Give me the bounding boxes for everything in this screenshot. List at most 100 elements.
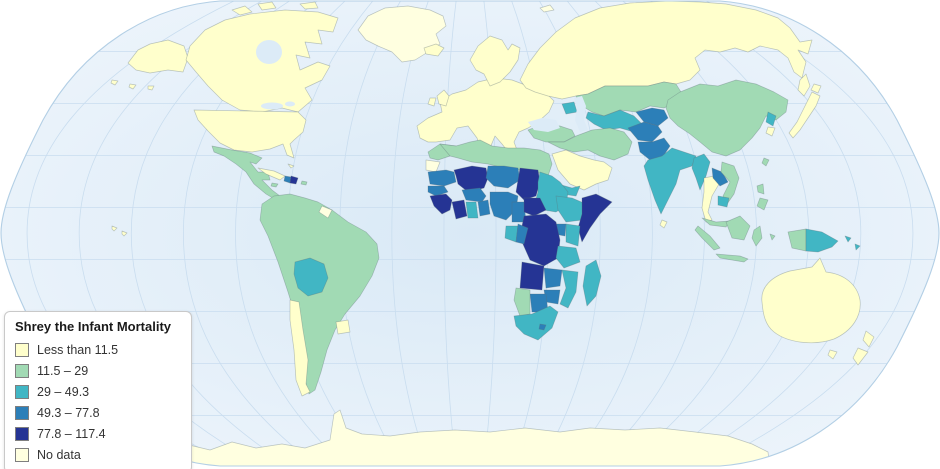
region-sri-lanka[interactable] xyxy=(659,219,668,229)
region-new-zealand[interactable] xyxy=(852,347,869,366)
region-south-africa[interactable] xyxy=(513,305,559,341)
region-iran-iraq-syria[interactable] xyxy=(547,127,633,161)
region-uk[interactable] xyxy=(436,89,450,107)
legend-item: 29 – 49.3 xyxy=(15,382,181,402)
region-arctic-islands[interactable] xyxy=(231,5,253,16)
region-maluku[interactable] xyxy=(769,233,776,241)
legend-swatch xyxy=(15,448,29,462)
legend-label: 29 – 49.3 xyxy=(37,385,90,399)
region-tasmania[interactable] xyxy=(827,349,838,360)
region-chad[interactable] xyxy=(515,167,541,201)
region-french-guiana[interactable] xyxy=(318,205,333,219)
region-sakhalin[interactable] xyxy=(797,73,811,97)
region-zambia[interactable] xyxy=(543,267,563,289)
region-afghanistan[interactable] xyxy=(627,121,663,143)
region-hokkaido[interactable] xyxy=(810,83,822,94)
region-north-korea[interactable] xyxy=(765,111,777,127)
region-philippines[interactable] xyxy=(756,183,765,195)
legend-item: 11.5 – 29 xyxy=(15,361,181,381)
region-borneo[interactable] xyxy=(725,215,751,241)
region-burkina-faso[interactable] xyxy=(461,187,487,203)
region-cuba[interactable] xyxy=(257,167,286,181)
region-nigeria[interactable] xyxy=(489,191,519,221)
great-lakes xyxy=(261,101,295,110)
region-cambodia[interactable] xyxy=(717,195,730,208)
region-ghana[interactable] xyxy=(465,201,479,219)
region-europe[interactable] xyxy=(416,77,555,154)
region-lesotho[interactable] xyxy=(538,323,547,331)
region-arctic-islands[interactable] xyxy=(299,1,319,10)
legend-swatch xyxy=(15,364,29,378)
region-central-african-republic[interactable] xyxy=(523,197,547,217)
region-congo[interactable] xyxy=(515,223,529,245)
legend-swatch xyxy=(15,343,29,357)
region-taiwan[interactable] xyxy=(761,157,770,167)
region-china-mongolia[interactable] xyxy=(665,79,789,157)
region-puerto-rico[interactable] xyxy=(300,180,308,186)
region-saudi-arabia[interactable] xyxy=(551,149,613,191)
region-sulawesi[interactable] xyxy=(751,225,763,247)
legend-title: Shrey the Infant Mortality xyxy=(15,319,172,334)
region-togo-benin[interactable] xyxy=(477,199,491,217)
region-bolivia[interactable] xyxy=(293,257,329,297)
region-tanzania[interactable] xyxy=(555,245,581,269)
region-somalia[interactable] xyxy=(577,193,613,243)
region-madagascar[interactable] xyxy=(582,259,602,307)
region-senegal[interactable] xyxy=(427,185,449,197)
legend-item: Less than 11.5 xyxy=(15,340,181,360)
region-java[interactable] xyxy=(715,253,749,263)
legend-label: No data xyxy=(37,448,81,462)
region-japan[interactable] xyxy=(788,91,821,139)
region-cote-divoire[interactable] xyxy=(451,199,468,220)
region-dominican-republic[interactable] xyxy=(289,175,299,185)
region-ireland[interactable] xyxy=(427,97,437,107)
region-mexico-central-america[interactable] xyxy=(211,145,281,201)
region-australia[interactable] xyxy=(761,257,861,344)
region-iceland[interactable] xyxy=(423,43,445,57)
region-svalbard[interactable] xyxy=(539,4,555,13)
region-new-zealand[interactable] xyxy=(862,330,875,348)
region-hawaii[interactable] xyxy=(111,225,128,237)
region-png-islands[interactable] xyxy=(854,243,861,251)
legend-item: No data xyxy=(15,445,181,465)
legend-label: 49.3 – 77.8 xyxy=(37,406,100,420)
legend-item: 49.3 – 77.8 xyxy=(15,403,181,423)
region-chile[interactable] xyxy=(289,299,311,397)
caspian-sea xyxy=(574,96,588,132)
region-mozambique[interactable] xyxy=(559,269,579,309)
region-aleutians[interactable] xyxy=(110,79,155,91)
region-png-islands[interactable] xyxy=(844,235,852,243)
region-papua-new-guinea[interactable] xyxy=(805,228,839,253)
region-mali[interactable] xyxy=(453,165,489,193)
region-antarctica[interactable] xyxy=(127,409,771,469)
region-jamaica[interactable] xyxy=(270,182,279,188)
region-usa[interactable] xyxy=(193,109,307,159)
region-niger[interactable] xyxy=(485,165,521,189)
region-india[interactable] xyxy=(643,147,697,215)
legend-swatch xyxy=(15,406,29,420)
legend-item: 77.8 – 117.4 xyxy=(15,424,181,444)
region-philippines[interactable] xyxy=(756,197,769,211)
region-uruguay[interactable] xyxy=(335,319,351,335)
region-south-korea[interactable] xyxy=(765,126,776,137)
region-arctic-islands[interactable] xyxy=(257,1,277,11)
region-myanmar[interactable] xyxy=(691,153,711,191)
region-north-africa[interactable] xyxy=(439,139,553,177)
legend-swatch xyxy=(15,427,29,441)
region-guinea[interactable] xyxy=(429,193,453,215)
land-layer xyxy=(110,1,875,469)
region-kenya[interactable] xyxy=(565,223,581,247)
region-sumatra[interactable] xyxy=(694,225,721,251)
region-laos[interactable] xyxy=(711,167,729,187)
legend-label: Less than 11.5 xyxy=(37,343,119,357)
region-pakistan[interactable] xyxy=(637,137,671,161)
legend-swatch xyxy=(15,385,29,399)
region-scandinavia[interactable] xyxy=(469,35,521,87)
region-bahamas[interactable] xyxy=(287,163,295,169)
legend-panel: Shrey the Infant Mortality Less than 11.… xyxy=(4,311,192,469)
region-mauritania[interactable] xyxy=(427,169,457,187)
region-angola[interactable] xyxy=(519,261,545,291)
